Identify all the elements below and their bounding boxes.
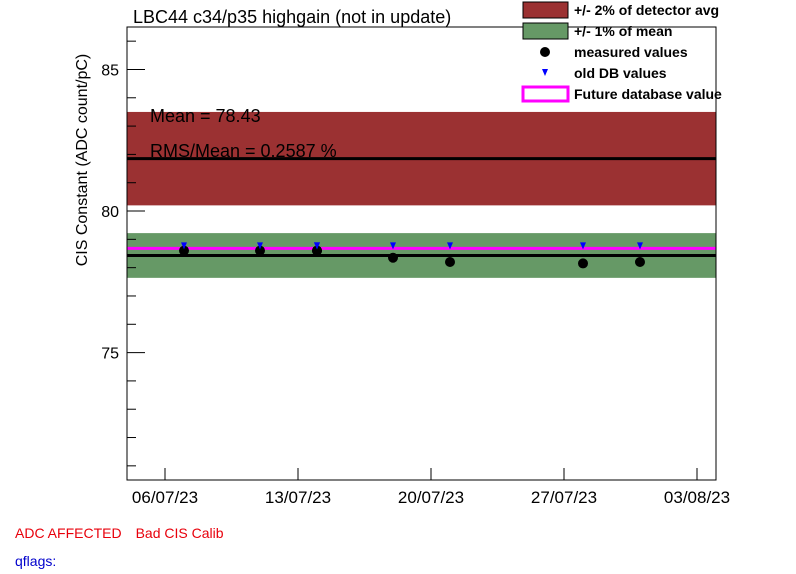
legend-label-2: measured values (574, 44, 688, 60)
old-db-point-7 (637, 242, 643, 250)
y-axis-label: CIS Constant (ADC count/pC) (74, 54, 91, 267)
x-tick-label: 27/07/23 (531, 488, 597, 507)
band-layer (127, 111, 716, 278)
old-db-point-6 (580, 242, 586, 250)
qflags-label: qflags: (15, 553, 57, 569)
mean-annotation: Mean = 78.43 (150, 106, 261, 126)
x-tick-label: 20/07/23 (398, 488, 464, 507)
legend-label-0: +/- 2% of detector avg (574, 2, 719, 18)
legend-swatch-4 (521, 85, 570, 103)
legend-label-1: +/- 1% of mean (574, 23, 672, 39)
legend-label-3: old DB values (574, 65, 667, 81)
status-flags: ADC AFFECTED Bad CIS Calib (15, 525, 224, 541)
x-tick-label: 03/08/23 (664, 488, 730, 507)
old-db-point-5 (447, 242, 453, 250)
measured-point-4 (388, 252, 398, 263)
legend-swatch-3 (542, 69, 548, 76)
measured-point-0 (179, 245, 189, 256)
legend-swatch-0 (522, 1, 569, 19)
axis-layer: 75 80 85 06/07/23 13/07/23 20/07/23 27/07/23 03… (101, 40, 730, 507)
y-tick-label: 75 (101, 346, 119, 363)
old-db-point-4 (390, 242, 396, 250)
legend: +/- 2% of detector avg +/- 1% of mean meas… (521, 1, 722, 103)
x-tick-label: 06/07/23 (132, 488, 198, 507)
x-tick-label: 13/07/23 (265, 488, 331, 507)
y-tick-label: 85 (101, 62, 119, 79)
bad-cis-calib-flag: Bad CIS Calib (135, 525, 224, 541)
old-db-point-3 (314, 242, 320, 250)
measured-point-6 (578, 258, 588, 269)
reference-line-layer (127, 157, 716, 257)
measured-point-5 (445, 256, 455, 267)
chart-title: LBC44 c34/p35 highgain (not in update) (133, 7, 451, 27)
plot-frame (126, 26, 717, 481)
y-tick-label: 80 (101, 204, 119, 221)
rms-annotation: RMS/Mean = 0.2587 % (150, 141, 337, 161)
measured-point-1 (255, 245, 265, 256)
legend-swatch-1 (522, 22, 569, 40)
legend-label-4: Future database value (574, 86, 722, 102)
data-point-layer (179, 242, 645, 269)
old-db-point-1 (257, 242, 263, 250)
measured-point-3 (312, 245, 322, 256)
old-db-point-0 (181, 242, 187, 250)
measured-point-7 (635, 256, 645, 267)
legend-swatch-2 (540, 47, 550, 57)
adc-affected-flag: ADC AFFECTED (15, 525, 122, 541)
